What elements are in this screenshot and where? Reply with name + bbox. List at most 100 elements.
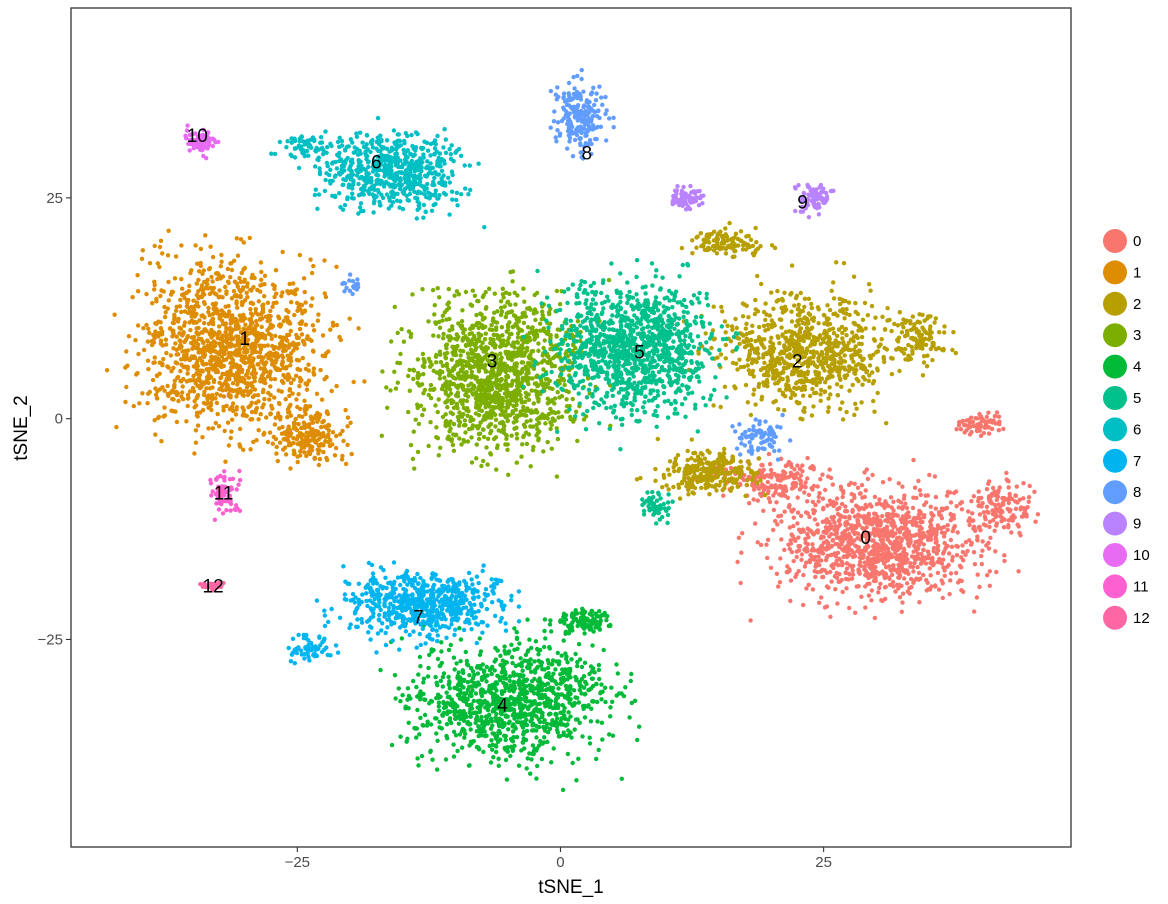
cell-point	[969, 518, 975, 524]
cell-point	[514, 431, 519, 437]
cell-point	[804, 586, 809, 591]
cell-point	[873, 575, 878, 580]
cell-point	[853, 363, 859, 368]
cell-point	[827, 385, 832, 390]
cell-point	[930, 343, 935, 348]
cell-point	[514, 425, 519, 430]
cell-point	[744, 321, 749, 326]
cell-point	[223, 321, 228, 326]
cell-point	[268, 384, 273, 389]
cell-point	[816, 494, 821, 500]
cell-point	[878, 570, 883, 576]
cell-point	[256, 362, 261, 367]
cell-point	[312, 456, 317, 461]
cell-point	[294, 397, 299, 402]
cell-point	[977, 584, 982, 590]
cell-point	[912, 554, 917, 560]
cell-point	[950, 347, 955, 353]
cell-point	[760, 342, 765, 348]
cell-point	[194, 371, 199, 376]
cell-point	[920, 336, 925, 342]
cell-point	[461, 412, 466, 417]
cell-point	[1008, 507, 1013, 513]
cell-point	[250, 342, 255, 347]
cell-point	[880, 513, 885, 519]
cell-point	[206, 309, 211, 315]
cell-point	[291, 281, 296, 286]
cell-point	[413, 417, 418, 422]
cell-point	[139, 256, 145, 261]
cell-point	[871, 544, 876, 549]
cell-point	[278, 414, 283, 420]
cell-point	[740, 314, 746, 319]
cell-point	[773, 485, 778, 491]
cell-point	[411, 429, 416, 434]
cell-point	[890, 356, 895, 361]
cell-point	[990, 485, 996, 491]
cell-point	[914, 520, 919, 525]
cell-point	[722, 319, 728, 324]
cell-point	[778, 556, 783, 561]
cell-point	[301, 276, 307, 281]
cell-point	[1021, 496, 1026, 501]
cell-point	[1001, 426, 1006, 432]
cell-point	[756, 381, 762, 387]
cell-point	[795, 495, 800, 500]
cell-point	[259, 269, 264, 275]
cell-point	[942, 540, 947, 546]
cell-point	[291, 348, 296, 353]
cell-point	[788, 341, 794, 347]
cell-point	[494, 467, 499, 472]
cell-point	[740, 247, 746, 252]
cell-point	[319, 397, 325, 402]
cell-point	[892, 321, 897, 327]
cell-point	[173, 341, 178, 346]
cell-point	[750, 477, 755, 483]
cell-point	[856, 378, 861, 384]
cell-point	[915, 564, 920, 570]
cell-point	[959, 555, 964, 560]
cell-point	[982, 514, 988, 519]
cell-point	[221, 394, 227, 399]
cell-point	[912, 560, 917, 566]
cell-point	[259, 343, 264, 348]
cell-point	[244, 284, 250, 289]
cell-point	[897, 572, 902, 577]
cell-point	[201, 349, 206, 354]
cell-point	[445, 405, 450, 410]
cell-point	[296, 421, 301, 427]
cell-point	[855, 505, 861, 510]
cell-point	[733, 316, 738, 322]
cell-point	[828, 392, 833, 397]
cell-point	[759, 397, 764, 402]
cell-point	[951, 330, 956, 335]
cell-point	[249, 409, 255, 415]
cell-point	[764, 351, 769, 357]
cell-point	[889, 572, 895, 577]
cell-point	[770, 370, 776, 375]
cell-point	[871, 337, 877, 342]
cell-point	[974, 424, 979, 429]
cell-point	[853, 610, 858, 615]
cell-point	[1006, 525, 1011, 530]
cell-point	[815, 559, 821, 564]
cell-point	[206, 321, 212, 326]
cell-point	[265, 439, 271, 445]
cell-point	[826, 405, 831, 410]
cell-point	[802, 387, 808, 392]
cell-point	[185, 334, 191, 339]
cell-point	[815, 337, 820, 343]
cell-point	[259, 358, 264, 364]
cell-point	[524, 419, 529, 424]
cell-point	[909, 336, 914, 341]
cell-point	[861, 514, 867, 519]
cell-point	[944, 493, 950, 498]
cell-point	[908, 561, 913, 566]
cell-point	[250, 350, 256, 355]
cell-point	[258, 333, 263, 338]
cell-point	[865, 313, 870, 318]
cell-point	[706, 460, 711, 465]
cell-point	[287, 393, 292, 399]
cell-point	[789, 486, 795, 491]
cell-point	[851, 320, 856, 326]
